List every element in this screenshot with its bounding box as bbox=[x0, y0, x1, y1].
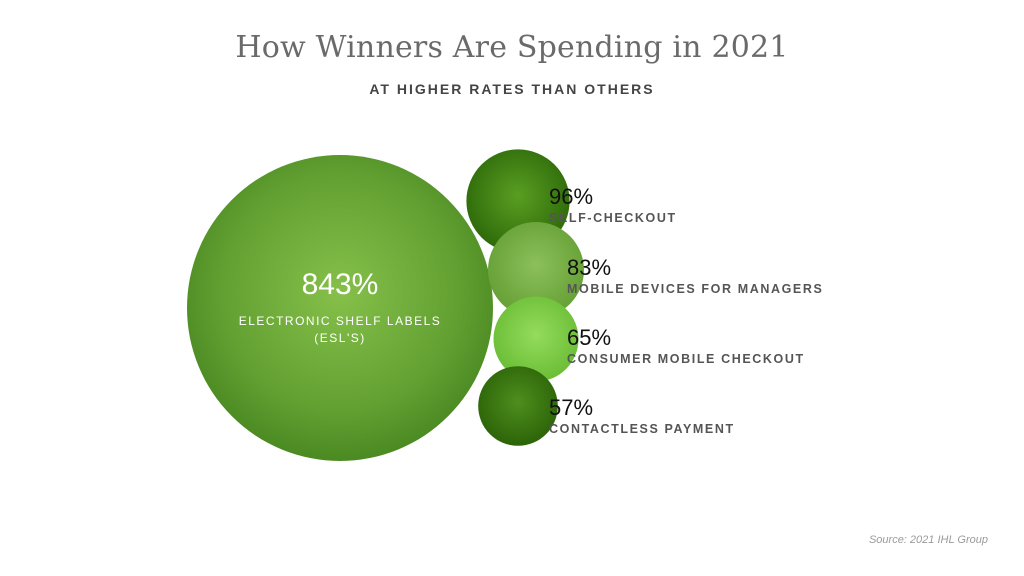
value-contactless-payment: 57% bbox=[549, 395, 594, 420]
label-consumer-mobile-checkout: CONSUMER MOBILE CHECKOUT bbox=[567, 352, 805, 366]
chart-subtitle: AT HIGHER RATES THAN OTHERS bbox=[369, 81, 655, 97]
bubble-mobile-devices bbox=[488, 222, 584, 318]
label-mobile-devices: MOBILE DEVICES FOR MANAGERS bbox=[567, 282, 824, 296]
bubble-label-esl: ELECTRONIC SHELF LABELS (ESL'S) bbox=[238, 314, 442, 345]
label-self-checkout: SELF-CHECKOUT bbox=[549, 211, 677, 225]
bubble-contactless-payment bbox=[478, 366, 558, 446]
value-mobile-devices: 83% bbox=[567, 255, 612, 280]
source-note: Source: 2021 IHL Group bbox=[868, 534, 988, 546]
label-contactless-payment: CONTACTLESS PAYMENT bbox=[549, 422, 735, 436]
bubble-esl bbox=[187, 155, 493, 461]
chart-title: How Winners Are Spending in 2021 bbox=[235, 30, 789, 65]
bubble-value-esl: 843% bbox=[301, 268, 379, 301]
bubble-consumer-mobile-checkout bbox=[493, 296, 579, 382]
value-self-checkout: 96% bbox=[549, 184, 594, 209]
value-consumer-mobile-checkout: 65% bbox=[567, 325, 612, 350]
